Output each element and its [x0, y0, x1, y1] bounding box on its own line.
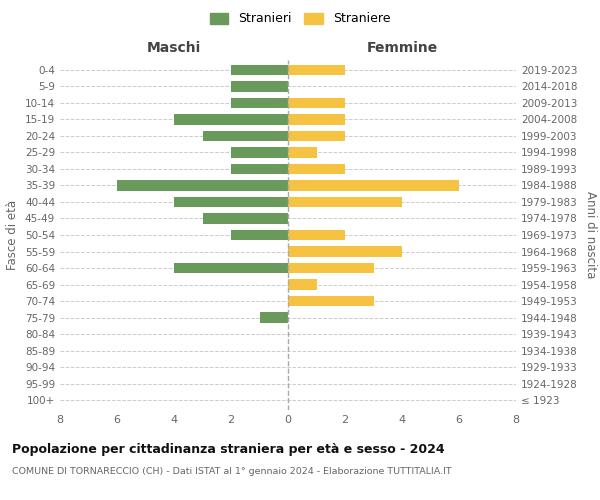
Y-axis label: Fasce di età: Fasce di età [7, 200, 19, 270]
Bar [288, 262, 373, 274]
Y-axis label: Anni di nascita: Anni di nascita [584, 192, 597, 278]
Text: Maschi: Maschi [147, 41, 201, 55]
Bar [174, 196, 288, 207]
Bar [174, 262, 288, 274]
Bar [288, 296, 373, 306]
Bar [288, 130, 345, 141]
Bar [288, 147, 317, 158]
Bar [288, 230, 345, 240]
Bar [288, 164, 345, 174]
Bar [231, 64, 288, 76]
Legend: Stranieri, Straniere: Stranieri, Straniere [205, 8, 395, 30]
Bar [231, 147, 288, 158]
Text: COMUNE DI TORNARECCIO (CH) - Dati ISTAT al 1° gennaio 2024 - Elaborazione TUTTIT: COMUNE DI TORNARECCIO (CH) - Dati ISTAT … [12, 468, 452, 476]
Bar [117, 180, 288, 191]
Bar [288, 246, 402, 257]
Bar [288, 279, 317, 290]
Text: Popolazione per cittadinanza straniera per età e sesso - 2024: Popolazione per cittadinanza straniera p… [12, 442, 445, 456]
Bar [203, 213, 288, 224]
Bar [231, 164, 288, 174]
Bar [260, 312, 288, 323]
Bar [231, 98, 288, 108]
Text: Femmine: Femmine [367, 41, 437, 55]
Bar [231, 230, 288, 240]
Bar [288, 64, 345, 76]
Bar [174, 114, 288, 125]
Bar [288, 180, 459, 191]
Bar [288, 114, 345, 125]
Bar [288, 98, 345, 108]
Bar [203, 130, 288, 141]
Bar [231, 81, 288, 92]
Bar [288, 196, 402, 207]
